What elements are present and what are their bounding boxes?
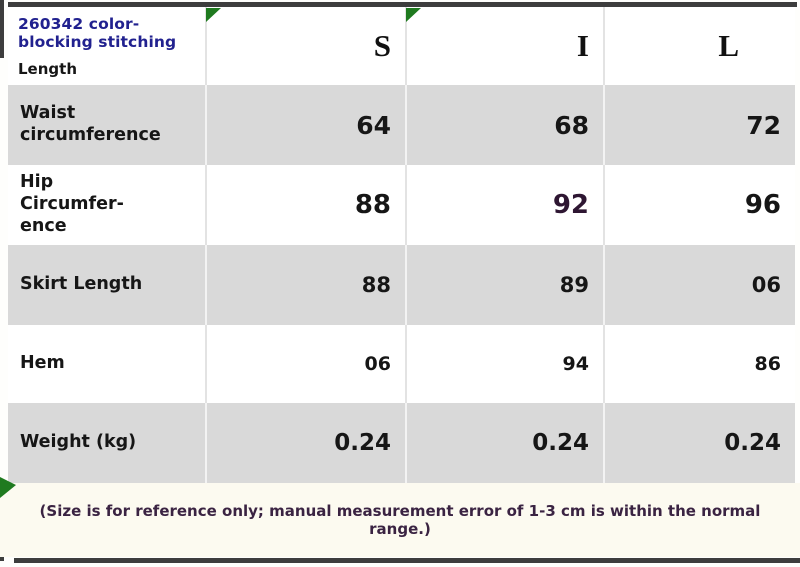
column-header-l: L [603,7,795,85]
skirt-length-value-l: 06 [603,245,795,325]
hip-value-m: 92 [405,165,603,245]
waist-value-m: 68 [405,85,603,165]
header-title-cell: 260342 color-blocking stitching Length [8,7,205,85]
hip-value-s: 88 [205,165,405,245]
skirt-length-value-s: 88 [205,245,405,325]
bottom-border-bar [14,558,800,563]
column-header-m: I [405,7,603,85]
product-title: 260342 color-blocking stitching [18,14,177,51]
waist-value-l: 72 [603,85,795,165]
weight-value-m: 0.24 [405,403,603,483]
table-row-weight: Weight (kg) 0.24 0.24 0.24 [8,403,795,483]
weight-value-l: 0.24 [603,403,795,483]
footer-note-band: (Size is for reference only; manual meas… [0,483,800,557]
skirt-length-value-m: 89 [405,245,603,325]
row-label-hip: Hip Circumfer- ence [20,172,124,236]
table-row-hem: Hem 06 94 86 [8,325,795,403]
row-label-skirt-length: Skirt Length [20,274,143,295]
weight-value-s: 0.24 [205,403,405,483]
green-triangle-marker-icon [406,8,421,22]
hem-value-l: 86 [603,325,795,403]
green-triangle-marker-icon [0,477,16,498]
top-border-bar [8,2,797,7]
hem-value-m: 94 [405,325,603,403]
size-table: 260342 color-blocking stitching Length S… [8,7,795,483]
dimension-label: Length [18,59,77,78]
row-label-weight: Weight (kg) [20,432,137,453]
table-row-hip: Hip Circumfer- ence 88 92 96 [8,165,795,245]
hem-value-s: 06 [205,325,405,403]
green-triangle-marker-icon [206,8,221,22]
hip-value-l: 96 [603,165,795,245]
row-label-hem: Hem [20,353,65,374]
table-row-waist: Waist circumference 64 68 72 [8,85,795,165]
left-edge-mark-top [0,0,4,58]
waist-value-s: 64 [205,85,405,165]
row-label-waist: Waist circumference [20,103,161,145]
footer-note: (Size is for reference only; manual meas… [39,502,761,538]
size-table-header-row: 260342 color-blocking stitching Length S… [8,7,795,85]
column-header-s: S [205,7,405,85]
table-row-skirt-length: Skirt Length 88 89 06 [8,245,795,325]
